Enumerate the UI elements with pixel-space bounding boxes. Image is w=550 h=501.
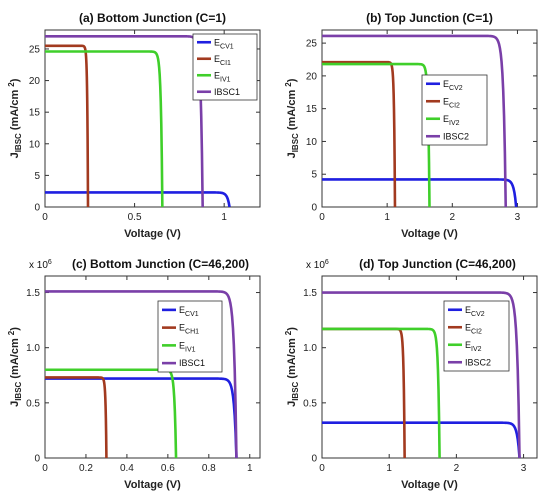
y-tick-label: 10: [306, 137, 318, 148]
axis-scale-label: x 106: [29, 259, 52, 271]
y-tick-label: 1.0: [26, 343, 40, 354]
legend: ECV1 ECH1 EIV1 IBSC1: [157, 300, 223, 373]
legend: ECV2 ECI2 EIV2 IBSC2: [443, 300, 510, 372]
series-line-ibsc1: [45, 290, 238, 458]
y-tick-label: 5: [311, 170, 317, 181]
x-tick-label: 0.2: [79, 463, 93, 474]
series-line-e-ci1: [45, 44, 90, 207]
x-tick-label: 0: [42, 463, 48, 474]
legend-label: EIV1: [214, 70, 231, 83]
legend-label: IBSC2: [443, 131, 469, 141]
y-tick-label: 1.5: [303, 288, 317, 299]
panel-title: (b) Top Junction (C=1): [366, 11, 493, 25]
x-tick-label: 0.6: [161, 463, 175, 474]
legend-box: [157, 300, 223, 373]
legend-label: EIV1: [179, 340, 196, 353]
series-line-e-iv2: [322, 327, 441, 458]
x-tick-label: 0.5: [128, 212, 142, 223]
x-tick-label: 1: [247, 463, 253, 474]
chart-panel-2: 0 1 2 3 0 5 10 15 20 25 (b) Top Junction (C=1) Volt…: [284, 11, 538, 240]
series-line-e-cv2: [322, 178, 518, 207]
series-line-e-iv2: [322, 62, 431, 207]
series-line-e-cv2: [322, 421, 521, 458]
y-tick-label: 0: [34, 203, 40, 214]
series-line-e-ci2: [322, 60, 397, 207]
y-tick-label: 0.5: [303, 398, 317, 409]
chart-panel-3: 0 0.2 0.4 0.6 0.8 1 0 0.5 1.0 1.5 (c) Bottom Junct…: [7, 257, 261, 491]
panel-title: (d) Top Junction (C=46,200): [359, 257, 516, 271]
legend-label: ECV1: [214, 37, 234, 50]
legend-label: ECV2: [465, 305, 485, 318]
x-axis-label: Voltage (V): [401, 228, 458, 240]
legend-box: [443, 300, 510, 372]
plot-area: [44, 275, 261, 459]
x-tick-label: 0: [319, 463, 325, 474]
y-tick-label: 1.5: [26, 288, 40, 299]
x-tick-label: 0: [42, 212, 48, 223]
y-tick-label: 10: [29, 139, 41, 150]
x-tick-label: 0.8: [202, 463, 216, 474]
panel-title: (a) Bottom Junction (C=1): [79, 11, 226, 25]
y-tick-label: 5: [34, 171, 40, 182]
legend-label: EIV2: [443, 114, 460, 127]
y-tick-label: 15: [306, 104, 318, 115]
y-tick-label: 25: [306, 39, 318, 50]
legend-label: ECH1: [179, 323, 199, 336]
y-tick-label: 15: [29, 108, 41, 119]
legend-label: IBSC1: [179, 358, 205, 368]
legend-box: [421, 74, 488, 146]
series-line-ibsc1: [45, 35, 204, 207]
x-axis-label: Voltage (V): [124, 479, 181, 491]
x-axis-label: Voltage (V): [124, 228, 181, 240]
x-tick-label: 3: [521, 463, 527, 474]
series-line-ibsc2: [322, 34, 508, 207]
x-tick-label: 0: [319, 212, 325, 223]
y-axis-label: JIBSC (mA/cm 2): [284, 327, 300, 407]
y-tick-label: 25: [29, 44, 41, 55]
x-tick-label: 0.4: [120, 463, 134, 474]
legend-label: IBSC2: [465, 357, 491, 367]
x-axis-label: Voltage (V): [401, 479, 458, 491]
y-tick-label: 1.0: [303, 343, 317, 354]
legend-box: [192, 33, 258, 101]
y-tick-label: 0: [34, 454, 40, 465]
y-axis-label: JIBSC (mA/cm 2): [7, 78, 23, 158]
y-tick-label: 20: [306, 71, 318, 82]
series-line-e-cv1: [45, 191, 231, 207]
legend-label: ECV2: [443, 79, 463, 92]
y-axis-label: JIBSC (mA/cm 2): [284, 78, 300, 158]
series-line-e-iv1: [45, 50, 164, 207]
series-line-e-ch1: [45, 376, 108, 458]
chart-panel-4: 0 1 2 3 0 0.5 1.0 1.5 (d) Top Junction (C=46,200…: [284, 257, 538, 491]
x-tick-label: 1: [221, 212, 227, 223]
panel-title: (c) Bottom Junction (C=46,200): [72, 257, 249, 271]
legend-label: ECV1: [179, 305, 199, 318]
x-tick-label: 2: [454, 463, 460, 474]
legend-label: ECI1: [214, 54, 231, 67]
series-line-ibsc2: [322, 291, 521, 458]
series-line-e-iv1: [45, 368, 178, 458]
legend-label: ECI2: [443, 96, 460, 109]
legend-label: IBSC1: [214, 87, 240, 97]
x-tick-label: 3: [515, 212, 521, 223]
y-tick-label: 0.5: [26, 398, 40, 409]
x-tick-label: 1: [386, 463, 392, 474]
y-tick-label: 20: [29, 76, 41, 87]
legend-label: EIV2: [465, 340, 482, 353]
y-tick-label: 0: [311, 454, 317, 465]
legend-label: ECI2: [465, 322, 482, 335]
legend: ECV1 ECI1 EIV1 IBSC1: [192, 33, 258, 101]
legend: ECV2 ECI2 EIV2 IBSC2: [421, 74, 488, 146]
y-tick-label: 0: [311, 203, 317, 214]
axis-scale-label: x 106: [306, 259, 329, 271]
x-tick-label: 1: [384, 212, 390, 223]
y-axis-label: JIBSC (mA/cm 2): [7, 327, 23, 407]
x-tick-label: 2: [450, 212, 456, 223]
